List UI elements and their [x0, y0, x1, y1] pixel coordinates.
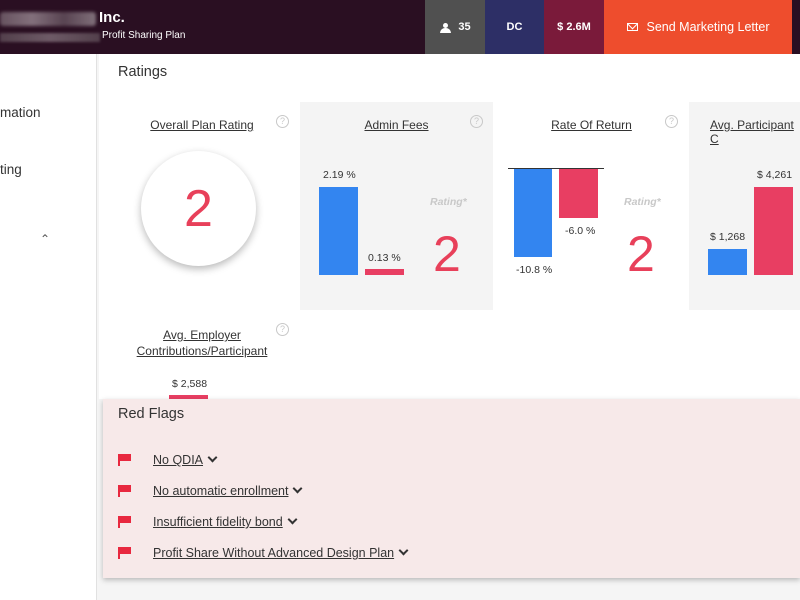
help-icon[interactable]: ?	[276, 115, 289, 128]
avg-employer-bar-label: $ 2,588	[172, 378, 208, 390]
flag-icon	[118, 485, 132, 497]
send-marketing-letter-button[interactable]: Send Marketing Letter	[604, 0, 792, 54]
admin-fees-rating-label: Rating*	[430, 196, 467, 208]
rate-of-return-baseline	[508, 168, 604, 169]
red-flag-label[interactable]: Insufficient fidelity bond	[153, 515, 283, 529]
plan-type-badge[interactable]: DC	[485, 0, 544, 54]
plan-assets-label: $ 2.6M	[557, 21, 591, 33]
admin-fees-bar1-label: 2.19 %	[323, 169, 356, 181]
avg-employer-title-line1: Avg. Employer	[163, 328, 241, 342]
overall-rating-title[interactable]: Overall Plan Rating	[150, 118, 254, 132]
sidebar-item-marketing[interactable]: ting	[0, 162, 22, 177]
participants-count-button[interactable]: 35	[425, 0, 485, 54]
help-icon[interactable]: ?	[665, 115, 678, 128]
red-flag-item[interactable]: No QDIA	[118, 451, 218, 469]
sidebar-item-information[interactable]: mation	[0, 105, 41, 120]
ratings-title: Ratings	[118, 64, 168, 80]
avg-participant-bar2-label: $ 4,261	[757, 169, 793, 181]
avg-employer-title[interactable]: Avg. Employer Contributions/Participant	[106, 327, 298, 359]
chevron-down-icon[interactable]	[207, 452, 218, 463]
chevron-up-icon[interactable]: ⌃	[40, 232, 51, 246]
red-flags-panel	[103, 399, 800, 578]
avg-employer-bar	[169, 395, 208, 399]
admin-fees-title[interactable]: Admin Fees	[364, 118, 429, 132]
help-icon[interactable]: ?	[276, 323, 289, 336]
send-marketing-letter-label: Send Marketing Letter	[646, 20, 770, 34]
avg-participant-bar1-label: $ 1,268	[710, 231, 746, 243]
admin-fees-rating-value: 2	[433, 226, 461, 282]
flag-icon	[118, 516, 132, 528]
rate-of-return-bar2-label: -6.0 %	[565, 225, 596, 237]
rate-of-return-title[interactable]: Rate Of Return	[551, 118, 632, 132]
participants-count: 35	[458, 21, 471, 33]
sidebar	[0, 54, 97, 600]
plan-assets-badge[interactable]: $ 2.6M	[544, 0, 604, 54]
rate-of-return-plan-bar	[514, 169, 552, 257]
rate-of-return-benchmark-bar	[559, 169, 598, 218]
plan-id-redacted	[0, 33, 100, 42]
envelope-icon	[626, 23, 638, 31]
header-edge	[792, 0, 800, 54]
red-flag-label[interactable]: No QDIA	[153, 453, 204, 467]
chevron-down-icon[interactable]	[293, 483, 303, 494]
chevron-down-icon[interactable]	[398, 545, 409, 556]
flag-icon	[118, 547, 132, 559]
avg-participant-plan-bar	[708, 249, 747, 275]
red-flag-item[interactable]: Profit Share Without Advanced Design Pla…	[118, 544, 409, 562]
overall-rating-card: Overall Plan Rating ?	[106, 102, 298, 310]
company-name-suffix: Inc.	[99, 9, 125, 26]
avg-employer-card: Avg. Employer Contributions/Participant …	[106, 318, 298, 398]
admin-fees-bar2-label: 0.13 %	[368, 252, 401, 264]
red-flag-item[interactable]: Insufficient fidelity bond	[118, 513, 298, 531]
rate-of-return-bar1-label: -10.8 %	[516, 264, 553, 276]
avg-participant-benchmark-bar	[754, 187, 793, 275]
rate-of-return-card: Rate Of Return ?	[495, 102, 688, 310]
admin-fees-benchmark-bar	[365, 269, 404, 275]
overall-rating-circle: 2	[141, 151, 256, 266]
plan-name: Profit Sharing Plan	[102, 30, 186, 41]
plan-type-label: DC	[506, 21, 523, 33]
company-name-redacted	[0, 12, 96, 26]
avg-employer-title-line2: Contributions/Participant	[136, 344, 268, 358]
red-flag-item[interactable]: No automatic enrollment	[118, 482, 303, 500]
overall-rating-value: 2	[184, 179, 213, 238]
chevron-down-icon[interactable]	[287, 514, 298, 525]
avg-participant-title[interactable]: Avg. Participant C	[710, 118, 794, 146]
red-flag-label[interactable]: No automatic enrollment	[153, 484, 289, 498]
company-info: Inc. Profit Sharing Plan	[0, 8, 300, 48]
users-icon	[439, 22, 453, 33]
rate-of-return-rating-value: 2	[627, 226, 655, 282]
admin-fees-plan-bar	[319, 187, 358, 275]
red-flag-label[interactable]: Profit Share Without Advanced Design Pla…	[153, 546, 395, 560]
help-icon[interactable]: ?	[470, 115, 483, 128]
red-flags-title: Red Flags	[118, 406, 185, 422]
rate-of-return-rating-label: Rating*	[624, 196, 661, 208]
flag-icon	[118, 454, 132, 466]
